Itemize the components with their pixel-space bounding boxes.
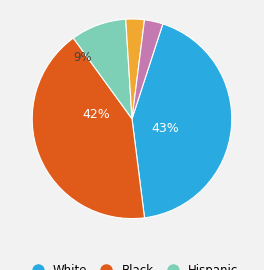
Wedge shape [73, 19, 132, 119]
Wedge shape [132, 20, 163, 119]
Text: 9%: 9% [73, 50, 92, 63]
Wedge shape [126, 19, 144, 119]
Text: 43%: 43% [151, 122, 179, 135]
Wedge shape [32, 38, 144, 219]
Legend: White, Black, Hispanic: White, Black, Hispanic [23, 261, 241, 270]
Text: 42%: 42% [82, 107, 110, 120]
Wedge shape [132, 24, 232, 218]
